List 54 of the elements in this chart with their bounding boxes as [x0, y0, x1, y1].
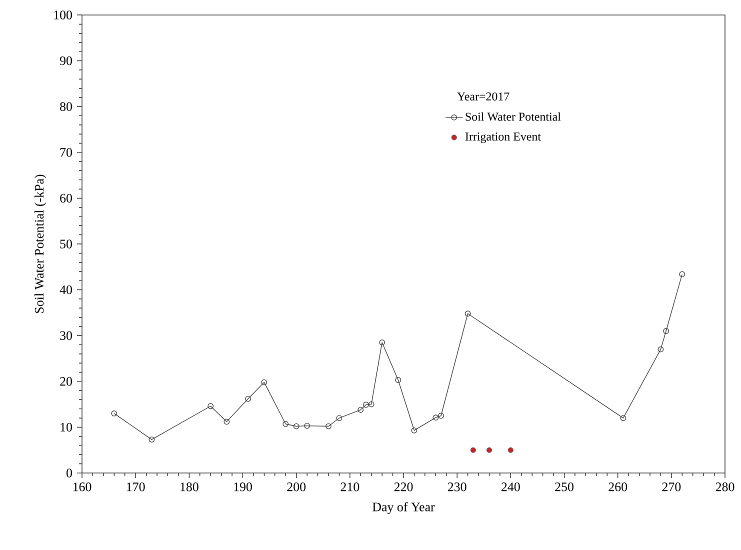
- y-axis-title: Soil Water Potential (-kPa): [34, 174, 46, 313]
- x-tick-label: 250: [555, 482, 574, 492]
- y-tick-label: 100: [54, 10, 72, 20]
- point: [486, 447, 492, 453]
- x-tick-label: 180: [180, 482, 198, 492]
- x-tick-label: 270: [662, 482, 681, 492]
- point: [293, 423, 300, 430]
- x-axis-title: Day of Year: [372, 502, 435, 514]
- point: [379, 340, 386, 346]
- x-tick-label: 160: [73, 482, 92, 492]
- x-tick-label: 220: [394, 482, 413, 492]
- y-tick-label: 30: [60, 331, 72, 340]
- x-tick-label: 200: [287, 482, 306, 492]
- point: [464, 310, 471, 317]
- point: [663, 328, 670, 334]
- point: [368, 401, 374, 408]
- y-tick-label: 0: [66, 468, 72, 478]
- point: [620, 415, 626, 421]
- y-tick-label: 10: [60, 422, 72, 432]
- point: [224, 418, 230, 425]
- y-tick-label: 50: [60, 240, 72, 248]
- y-tick-label: 60: [60, 194, 72, 203]
- y-tick-label: 40: [60, 285, 72, 294]
- point: [411, 427, 418, 434]
- legend-title: Year=2017: [457, 92, 510, 101]
- point: [245, 396, 252, 402]
- legend-label: Irrigation Event: [465, 132, 541, 144]
- point: [261, 379, 268, 386]
- x-tick-label: 240: [502, 482, 520, 492]
- point: [208, 403, 214, 410]
- point: [363, 402, 369, 408]
- point: [432, 414, 439, 421]
- point: [336, 415, 342, 421]
- point: [508, 447, 514, 453]
- point: [326, 423, 332, 430]
- y-tick-label: 20: [60, 377, 72, 386]
- x-tick-label: 280: [716, 482, 734, 492]
- x-tick-label: 230: [448, 482, 466, 492]
- point: [358, 406, 364, 413]
- y-tick-label: 90: [60, 56, 72, 66]
- point: [438, 412, 444, 419]
- point: [395, 377, 402, 383]
- point: [282, 421, 289, 427]
- x-tick-label: 170: [127, 482, 145, 492]
- point: [470, 447, 476, 453]
- point: [148, 436, 155, 442]
- x-tick-label: 190: [234, 482, 252, 492]
- y-tick-label: 70: [60, 148, 72, 157]
- point: [304, 422, 310, 429]
- legend-label: Soil Water Potential: [466, 112, 561, 121]
- y-tick-label: 80: [60, 102, 72, 111]
- x-tick-label: 210: [340, 482, 360, 492]
- x-tick-label: 260: [608, 482, 628, 492]
- point: [658, 346, 664, 352]
